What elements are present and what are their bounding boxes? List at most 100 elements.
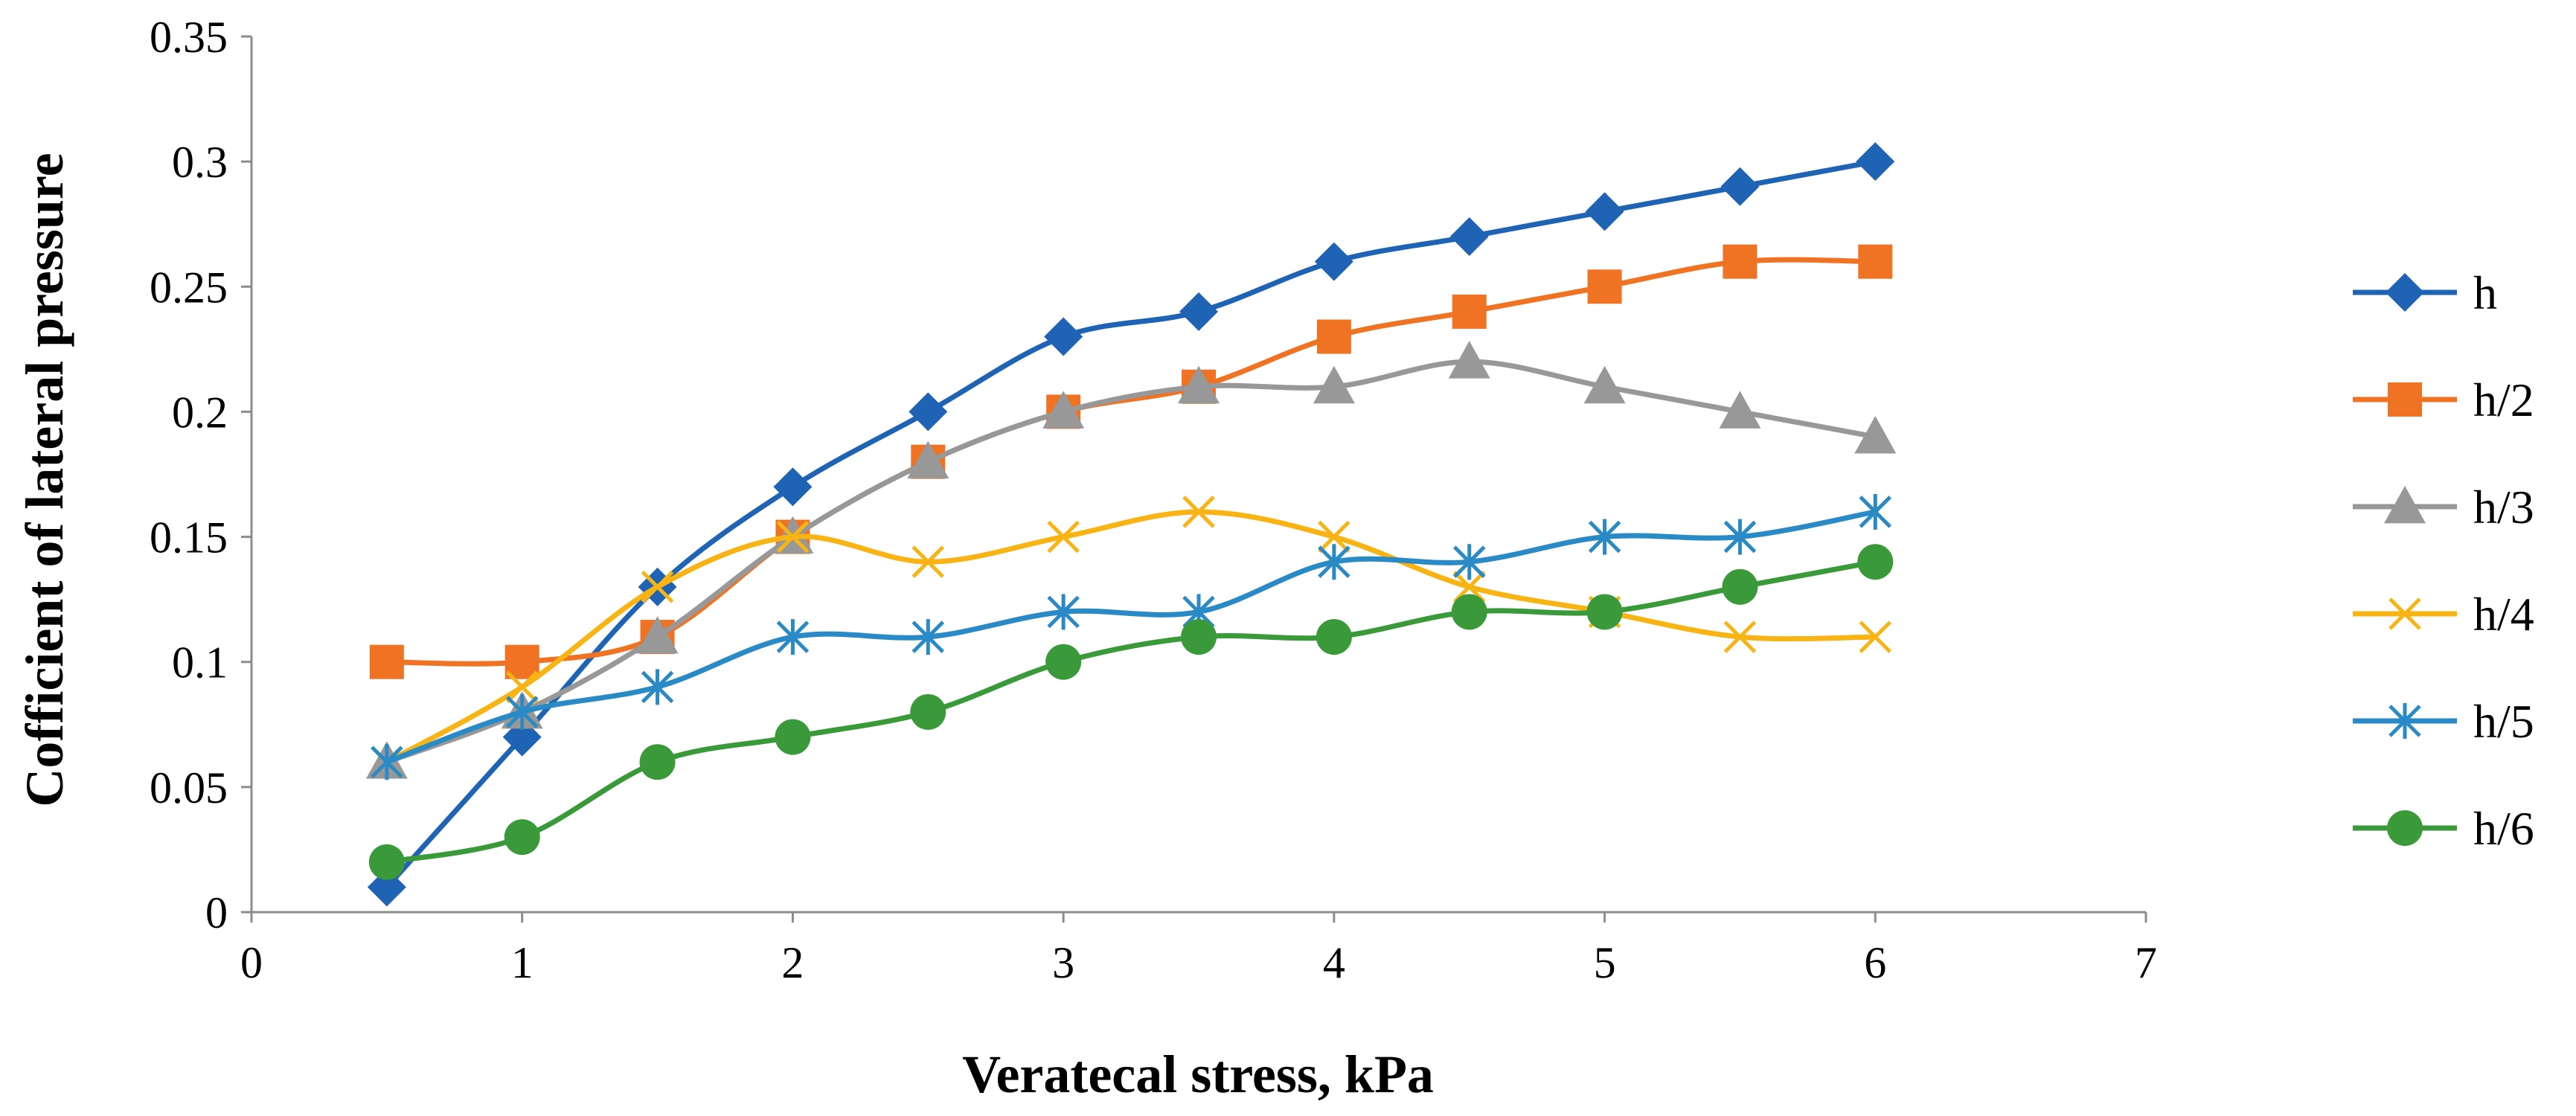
data-point-marker	[1181, 619, 1217, 655]
x-tick-label: 3	[1052, 938, 1074, 987]
data-point-marker	[776, 520, 810, 554]
series-h-6	[368, 544, 1894, 880]
data-point-marker	[775, 719, 811, 755]
legend-label: h/4	[2473, 588, 2534, 641]
legend-label: h/2	[2473, 373, 2534, 426]
x-tick-label: 1	[511, 938, 534, 987]
data-point-marker	[1585, 192, 1624, 231]
series-h	[367, 142, 1895, 907]
data-point-marker	[910, 693, 946, 730]
legend-marker	[2388, 597, 2421, 630]
data-point-marker	[1588, 519, 1621, 555]
y-axis-title: Cofficient of lateral pressure	[15, 153, 74, 806]
data-point-marker	[1583, 365, 1626, 404]
data-point-marker	[1587, 269, 1622, 304]
data-point-marker	[1586, 594, 1623, 630]
legend-label: h	[2473, 266, 2497, 319]
data-point-marker	[1318, 544, 1351, 580]
data-point-marker	[1182, 496, 1215, 528]
series-line	[384, 158, 1878, 890]
data-point-marker	[1723, 620, 1757, 653]
x-tick-label: 6	[1864, 938, 1886, 987]
data-point-marker	[1856, 142, 1895, 182]
data-point-marker	[1179, 292, 1218, 331]
data-point-marker	[1047, 594, 1080, 630]
data-point-marker	[909, 392, 948, 432]
legend-marker	[2386, 273, 2424, 312]
legend-label: h/6	[2473, 802, 2534, 855]
x-tick-label: 7	[2135, 938, 2157, 987]
data-point-marker	[1452, 571, 1486, 603]
axes: 0 1 2 3 4 5 6 7 0 0.05 0.1 0.15 0.2 0.25 0.3 0.35	[150, 13, 2157, 987]
data-point-marker	[504, 819, 540, 856]
x-tick-label: 4	[1323, 938, 1345, 987]
data-point-marker	[1045, 644, 1082, 680]
data-point-marker	[639, 744, 676, 780]
series-h-5	[371, 493, 1892, 780]
data-point-marker	[636, 616, 679, 654]
y-tick-label: 0.05	[150, 763, 228, 812]
data-point-marker	[369, 644, 404, 679]
data-point-marker	[911, 545, 945, 578]
data-point-marker	[1318, 520, 1351, 554]
x-axis-title: Veratecal stress, kPa	[962, 1045, 1434, 1104]
data-point-marker	[1316, 619, 1352, 655]
data-point-marker	[1042, 391, 1085, 429]
data-point-marker	[773, 467, 813, 507]
data-point-marker	[641, 571, 674, 603]
data-point-marker	[1452, 294, 1487, 329]
series-line	[384, 559, 1878, 865]
y-tick-label: 0.3	[172, 138, 228, 187]
data-point-marker	[1857, 544, 1894, 580]
legend-item: h/6	[2353, 802, 2534, 855]
data-point-marker	[368, 844, 405, 880]
data-point-marker	[1720, 167, 1760, 206]
data-point-marker	[1044, 317, 1083, 356]
data-point-marker	[1451, 594, 1487, 630]
data-point-marker	[1316, 319, 1351, 354]
data-point-marker	[1723, 519, 1757, 555]
y-tick-label: 0.35	[150, 13, 228, 62]
data-point-marker	[1854, 416, 1897, 454]
data-point-marker	[367, 868, 406, 907]
data-point-marker	[1314, 242, 1353, 281]
data-point-marker	[1449, 217, 1489, 257]
x-tick-label: 0	[240, 938, 263, 987]
data-point-marker	[776, 619, 810, 655]
y-tick-label: 0.2	[172, 388, 228, 437]
legend-marker	[2384, 486, 2426, 524]
legend-marker	[2387, 810, 2423, 846]
data-point-marker	[505, 693, 539, 730]
legend-label: h/5	[2473, 695, 2534, 748]
legend-label: h/3	[2473, 481, 2534, 533]
y-tick-label: 0.15	[150, 513, 228, 562]
data-point-marker	[641, 669, 674, 705]
series-line	[384, 359, 1878, 765]
y-tick-label: 0.1	[172, 638, 228, 687]
data-point-marker	[1723, 244, 1758, 279]
y-tick-label: 0	[205, 888, 228, 937]
data-point-marker	[1448, 341, 1490, 379]
data-point-marker	[1859, 493, 1892, 530]
y-tick-label: 0.25	[150, 263, 228, 312]
data-point-marker	[1452, 544, 1486, 580]
legend-marker	[2388, 382, 2422, 417]
legend: h h/2 h/3 h/4 h/5 h/6	[2353, 266, 2534, 855]
legend-item: h	[2353, 266, 2497, 319]
series-h-3	[365, 341, 1897, 779]
series-layer	[365, 142, 1897, 907]
data-point-marker	[1719, 391, 1761, 429]
data-point-marker	[1313, 365, 1355, 404]
legend-item: h/2	[2353, 373, 2534, 426]
series-line	[384, 509, 1878, 765]
x-tick-label: 2	[781, 938, 804, 987]
data-point-marker	[1722, 568, 1758, 605]
data-point-marker	[907, 440, 949, 479]
data-point-marker	[911, 619, 945, 655]
x-tick-label: 5	[1594, 938, 1616, 987]
data-point-marker	[1858, 244, 1893, 279]
data-point-marker	[505, 670, 539, 704]
data-point-marker	[1178, 365, 1220, 404]
legend-marker	[2388, 703, 2421, 739]
